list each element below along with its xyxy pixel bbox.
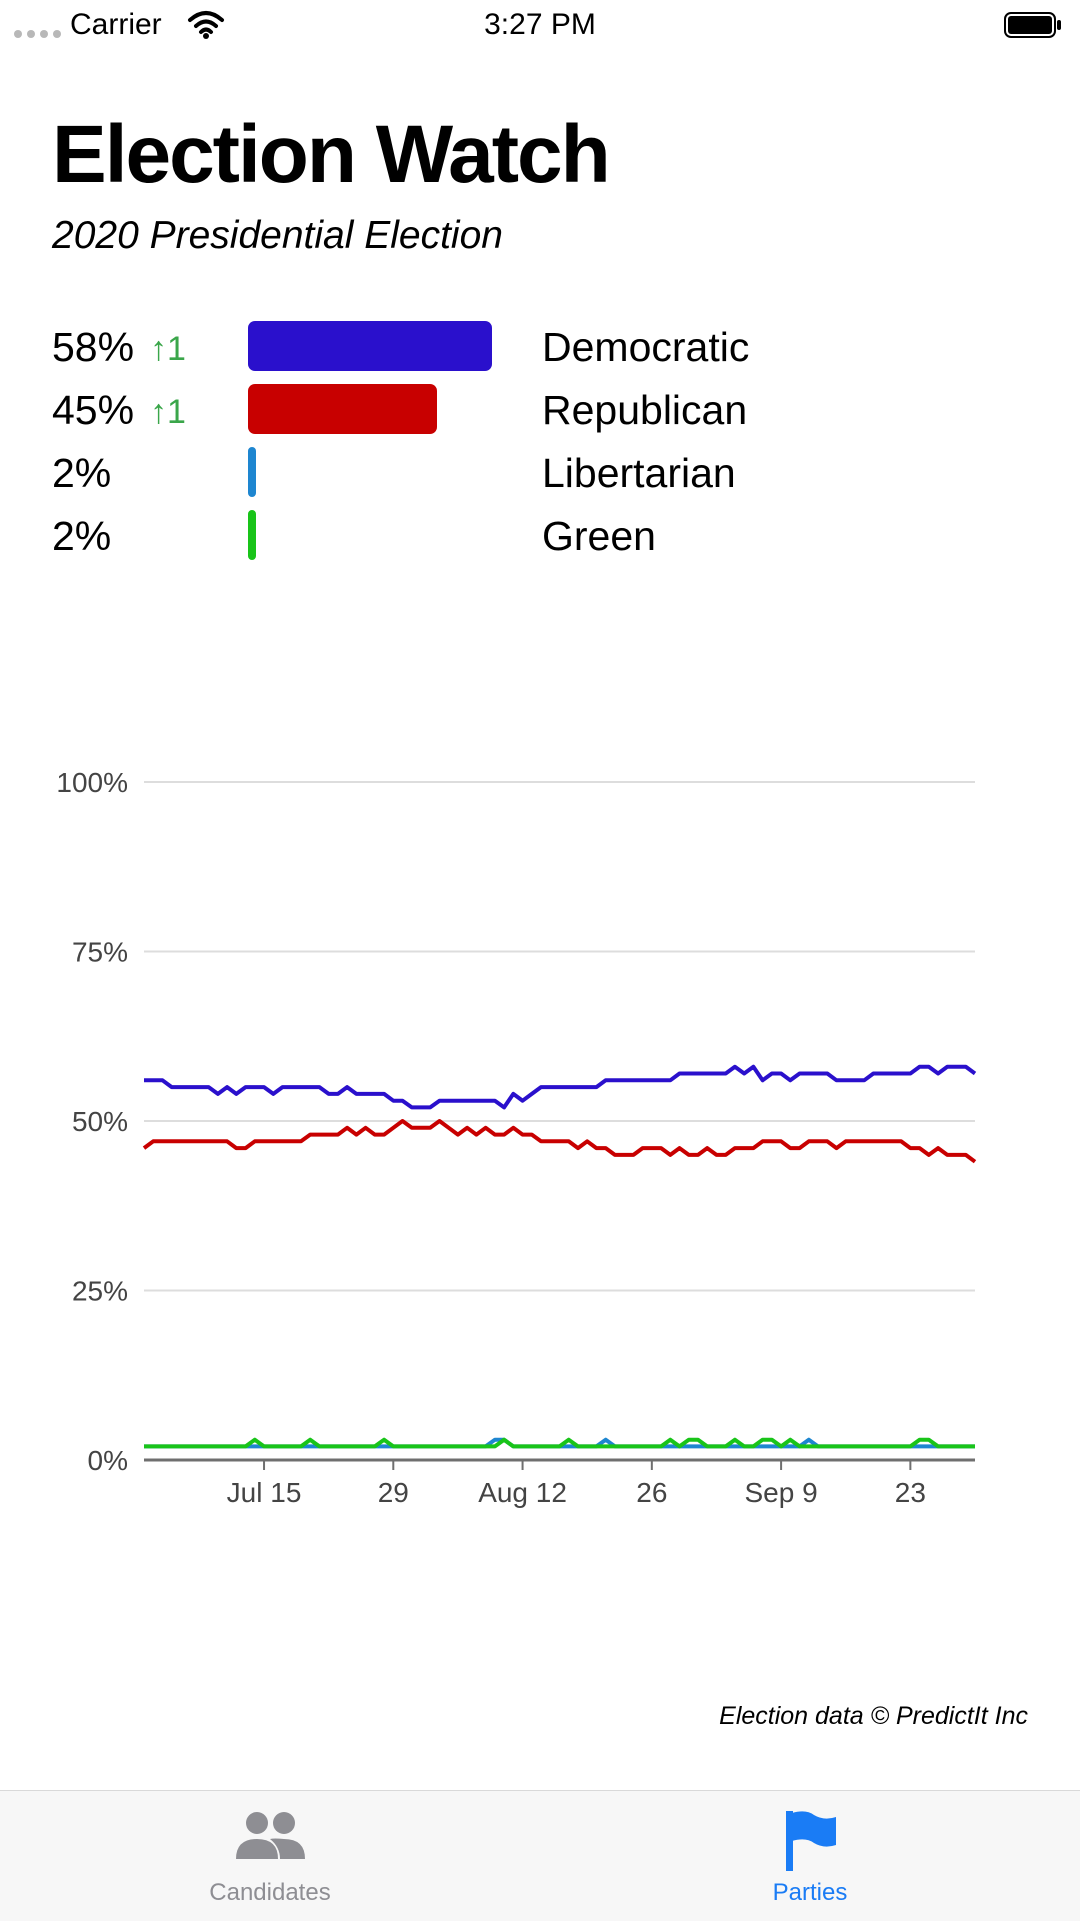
party-bar bbox=[248, 321, 492, 371]
party-percent: 2% bbox=[52, 450, 112, 496]
x-tick-label: Sep 9 bbox=[745, 1477, 818, 1508]
party-percent: 58% bbox=[52, 324, 135, 370]
series-line-democratic bbox=[144, 1064, 977, 1110]
polling-line-chart: 0% 25% 50% 75% 100% Jul 15 29 Aug 12 26 Sep 9 23 bbox=[56, 767, 977, 1508]
party-percent: 2% bbox=[52, 513, 112, 559]
y-tick-label: 25% bbox=[72, 1276, 128, 1307]
x-tick-label: Aug 12 bbox=[478, 1477, 567, 1508]
party-bar bbox=[248, 384, 437, 434]
signal-dots-icon bbox=[14, 30, 61, 38]
x-tick-label: 26 bbox=[636, 1477, 667, 1508]
party-row-green: 2% Green bbox=[0, 507, 1080, 569]
party-row-libertarian: 2% Libertarian bbox=[0, 444, 1080, 506]
party-name: Green bbox=[542, 513, 656, 559]
party-row-republican: 45% ↑1 Republican bbox=[0, 381, 1080, 443]
tab-label: Parties bbox=[772, 1879, 848, 1906]
y-tick-label: 0% bbox=[88, 1445, 128, 1476]
status-time: 3:27 PM bbox=[484, 8, 596, 41]
party-percent: 45% bbox=[52, 387, 135, 433]
tab-candidates[interactable]: Candidates bbox=[0, 1791, 540, 1921]
flag-icon bbox=[786, 1811, 836, 1871]
party-bar bbox=[248, 510, 257, 560]
page-title: Election Watch bbox=[52, 109, 611, 200]
tab-label: Candidates bbox=[209, 1879, 331, 1906]
party-name: Libertarian bbox=[542, 450, 736, 496]
tab-bar: Candidates Parties bbox=[0, 1790, 1080, 1921]
y-tick-label: 75% bbox=[72, 937, 128, 968]
x-tick-label: 23 bbox=[895, 1477, 926, 1508]
party-name: Republican bbox=[542, 387, 748, 433]
page-subtitle: 2020 Presidential Election bbox=[52, 214, 503, 257]
series-line-republican bbox=[142, 1119, 977, 1164]
y-tick-label: 100% bbox=[56, 767, 128, 798]
y-tick-label: 50% bbox=[72, 1106, 128, 1137]
people-icon bbox=[236, 1812, 305, 1859]
party-change: ↑1 bbox=[150, 393, 186, 431]
x-tick-label: 29 bbox=[378, 1477, 409, 1508]
party-change: ↑1 bbox=[150, 330, 186, 368]
status-bar: Carrier 3:27 PM bbox=[0, 0, 1080, 54]
series-line-green bbox=[144, 1437, 975, 1449]
tab-parties[interactable]: Parties bbox=[540, 1791, 1080, 1921]
battery-icon bbox=[1004, 12, 1061, 38]
party-row-democratic: 58% ↑1 Democratic bbox=[0, 318, 1080, 380]
data-attribution: Election data © PredictIt Inc bbox=[719, 1702, 1028, 1730]
carrier-label: Carrier bbox=[70, 8, 162, 41]
x-tick-label: Jul 15 bbox=[227, 1477, 302, 1508]
wifi-icon bbox=[188, 11, 224, 39]
party-bar bbox=[248, 447, 257, 497]
party-name: Democratic bbox=[542, 324, 750, 370]
